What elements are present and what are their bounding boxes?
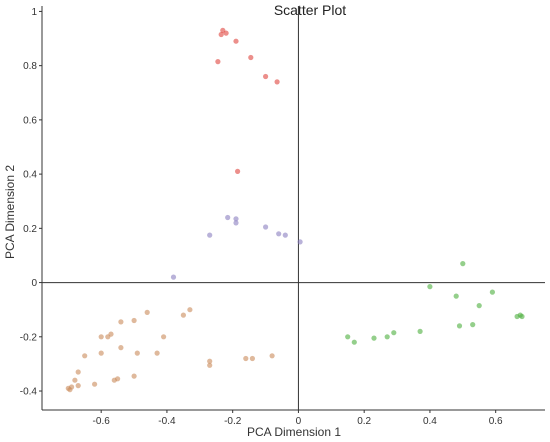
x-tick-label: 0.2 <box>357 416 371 427</box>
scatter-point <box>489 289 495 295</box>
scatter-point <box>105 334 111 340</box>
scatter-point <box>263 224 269 230</box>
x-tick-labels: -0.6 -0.4 -0.2 0 0.2 0.4 0.6 <box>93 410 503 427</box>
scatter-point <box>235 168 241 174</box>
scatter-point <box>154 350 160 356</box>
y-tick-label: 0 <box>31 278 37 289</box>
y-axis-title: PCA Dimension 2 <box>3 165 17 259</box>
scatter-point <box>75 369 81 375</box>
scatter-point <box>276 231 282 237</box>
x-tick-label: -0.4 <box>158 416 176 427</box>
scatter-point <box>269 353 275 359</box>
scatter-point <box>243 355 249 362</box>
scatter-point <box>118 345 124 351</box>
y-tick-label: 1 <box>31 7 37 18</box>
y-tick-labels: -0.4 -0.2 0 0.2 0.4 0.6 0.8 1 <box>20 7 42 398</box>
axes <box>41 6 545 411</box>
scatter-point <box>427 284 433 290</box>
scatter-point <box>161 334 167 340</box>
scatter-point <box>345 334 351 340</box>
scatter-point <box>391 330 397 336</box>
scatter-point <box>476 303 482 309</box>
scatter-point <box>282 232 288 238</box>
scatter-point <box>371 335 377 341</box>
scatter-point <box>249 355 255 362</box>
data-points <box>65 27 525 393</box>
scatter-point <box>207 362 213 368</box>
scatter-point <box>207 232 213 238</box>
scatter-point <box>144 309 150 315</box>
scatter-point <box>417 328 423 334</box>
y-tick-label: 0.2 <box>23 224 37 235</box>
scatter-point <box>92 381 98 387</box>
scatter-point <box>274 79 280 85</box>
scatter-point <box>170 274 177 280</box>
scatter-point <box>115 376 121 382</box>
scatter-point <box>187 307 193 313</box>
scatter-point <box>207 358 213 364</box>
scatter-point <box>72 377 78 383</box>
scatter-point <box>98 334 104 340</box>
y-tick-label: -0.2 <box>20 332 38 343</box>
y-tick-label: 0.8 <box>23 61 37 72</box>
x-tick-label: 0.4 <box>423 416 437 427</box>
scatter-point <box>460 261 466 267</box>
scatter-point <box>470 322 476 328</box>
scatter-point <box>75 383 81 389</box>
scatter-point <box>351 339 357 345</box>
scatter-point <box>297 239 303 245</box>
x-tick-label: 0 <box>296 416 302 427</box>
scatter-point <box>215 59 221 65</box>
y-tick-label: -0.4 <box>20 387 38 398</box>
scatter-point <box>98 350 104 356</box>
scatter-point <box>225 214 231 221</box>
y-tick-label: 0.6 <box>23 115 37 126</box>
scatter-point <box>180 312 186 318</box>
scatter-point <box>134 350 140 356</box>
scatter-point <box>131 317 137 324</box>
scatter-point <box>233 38 239 44</box>
scatter-point <box>118 319 124 325</box>
x-tick-label: 0.6 <box>489 416 503 427</box>
scatter-point <box>384 334 390 340</box>
scatter-point <box>233 220 239 226</box>
x-axis-title: PCA Dimension 1 <box>247 425 341 439</box>
x-tick-label: -0.2 <box>224 416 242 427</box>
reference-lines <box>42 6 545 410</box>
chart-title: Scatter Plot <box>274 2 346 18</box>
y-tick-label: 0.4 <box>23 170 37 181</box>
x-tick-label: -0.6 <box>93 416 111 427</box>
scatter-point <box>131 373 137 379</box>
scatter-point <box>67 387 73 393</box>
scatter-point <box>456 323 463 329</box>
scatter-point <box>82 353 88 359</box>
scatter-point <box>519 313 525 320</box>
scatter-point <box>218 31 224 38</box>
scatter-point <box>453 293 459 299</box>
scatter-point <box>263 73 269 80</box>
scatter-point <box>233 216 239 222</box>
scatter-point <box>223 30 229 36</box>
scatter-point <box>248 54 254 61</box>
